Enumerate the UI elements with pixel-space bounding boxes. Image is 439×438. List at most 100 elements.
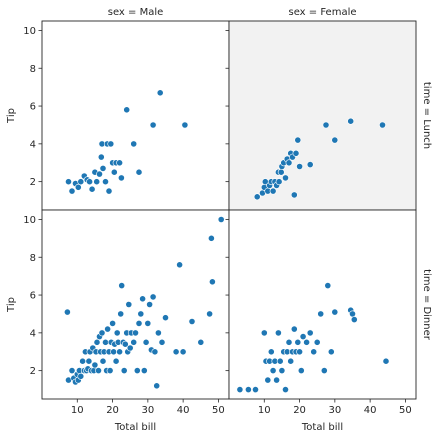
y-tick-label: 2 — [30, 177, 36, 188]
scatter-point — [112, 357, 120, 365]
scatter-point — [285, 338, 293, 346]
scatter-point — [208, 278, 216, 286]
scatter-point — [252, 386, 259, 393]
scatter-point — [93, 178, 101, 186]
y-tick-label: 6 — [30, 291, 36, 302]
scatter-point — [320, 367, 328, 374]
scatter-point — [278, 367, 286, 374]
scatter-point — [290, 191, 298, 199]
x-tick-label: 10 — [258, 405, 271, 416]
y-tick-label: 4 — [30, 328, 36, 339]
scatter-point — [277, 168, 285, 176]
scatter-point — [96, 170, 103, 178]
scatter-point — [130, 140, 138, 148]
scatter-point — [116, 159, 123, 167]
scatter-point — [267, 348, 275, 356]
x-tick-label: 30 — [141, 405, 154, 416]
scatter-point — [65, 178, 72, 186]
scatter-point — [303, 338, 310, 346]
scatter-point — [117, 310, 125, 318]
row-title: time = Lunch — [421, 82, 432, 149]
scatter-point — [149, 121, 157, 129]
x-tick-label: 50 — [212, 405, 225, 416]
scatter-point — [297, 367, 305, 374]
y-tick-label: 8 — [30, 253, 36, 264]
scatter-point — [207, 234, 215, 242]
scatter-point — [130, 338, 138, 346]
x-tick-label: 50 — [399, 405, 412, 416]
scatter-point — [313, 338, 321, 346]
scatter-point — [99, 357, 107, 365]
scatter-point — [296, 348, 303, 356]
scatter-point — [253, 193, 261, 201]
scatter-point — [217, 216, 225, 223]
scatter-point — [98, 329, 106, 337]
scatter-point — [116, 348, 123, 356]
scatter-point — [120, 367, 128, 374]
x-tick-label: 40 — [364, 405, 377, 416]
scatter-point — [310, 348, 318, 356]
scatter-point — [244, 386, 252, 393]
scatter-point — [88, 185, 96, 193]
scatter-point — [153, 382, 161, 390]
scatter-point — [146, 301, 153, 308]
scatter-point — [77, 178, 85, 186]
scatter-point — [109, 319, 116, 327]
y-axis-label: Tip — [6, 297, 17, 313]
scatter-point — [294, 136, 302, 144]
scatter-point — [299, 333, 307, 340]
scatter-point — [379, 121, 386, 129]
scatter-point — [282, 174, 289, 182]
scatter-point — [133, 367, 141, 374]
scatter-point — [95, 367, 102, 374]
scatter-point — [137, 310, 145, 318]
y-axis-label: Tip — [6, 108, 17, 124]
scatter-point — [91, 361, 99, 369]
scatter-point — [327, 348, 335, 356]
scatter-point — [317, 310, 325, 318]
y-tick-label: 2 — [30, 366, 36, 377]
scatter-point — [264, 376, 272, 384]
scatter-point — [269, 187, 277, 195]
scatter-point — [269, 367, 277, 374]
scatter-point — [74, 183, 82, 191]
scatter-point — [86, 178, 93, 186]
scatter-point — [158, 338, 166, 346]
scatter-point — [290, 325, 298, 333]
scatter-point — [106, 367, 114, 374]
column-title: sex = Male — [108, 7, 164, 18]
row-title: time = Dinner — [421, 269, 432, 341]
scatter-point — [68, 187, 76, 195]
scatter-point — [107, 140, 115, 148]
scatter-point — [181, 121, 189, 129]
scatter-point — [176, 261, 183, 269]
scatter-point — [197, 338, 205, 346]
scatter-point — [144, 319, 152, 327]
scatter-point — [135, 319, 143, 327]
scatter-point — [68, 367, 76, 374]
scatter-point — [151, 348, 159, 356]
x-axis-label: Total bill — [114, 422, 156, 433]
scatter-point — [121, 340, 129, 348]
scatter-point — [118, 282, 126, 289]
y-tick-label: 8 — [30, 64, 36, 75]
scatter-point — [179, 348, 187, 356]
scatter-point — [154, 329, 162, 337]
column-title: sex = Female — [289, 7, 357, 18]
scatter-point — [64, 308, 71, 316]
scatter-point — [77, 372, 85, 380]
scatter-point — [102, 178, 109, 186]
scatter-point — [287, 357, 295, 365]
scatter-point — [292, 149, 300, 157]
scatter-point — [172, 348, 180, 356]
y-tick-label: 10 — [23, 215, 36, 226]
scatter-point — [132, 329, 139, 337]
scatter-point — [102, 338, 109, 346]
scatter-point — [126, 344, 134, 352]
x-axis-label: Total bill — [301, 422, 343, 433]
panel-frame — [228, 209, 417, 400]
scatter-point — [110, 348, 117, 356]
y-tick-label: 4 — [30, 139, 36, 150]
scatter-point — [275, 178, 283, 186]
